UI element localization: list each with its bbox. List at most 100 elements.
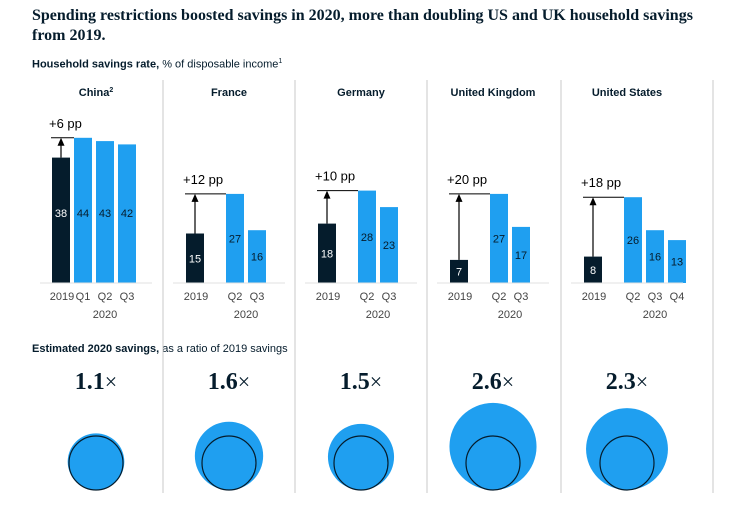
x-tick-label: Q3 [648,291,663,303]
year-group-label: 2020 [498,309,522,321]
country-footnote: 2 [109,87,113,94]
change-arrowhead [589,197,597,206]
bar-value-label: 26 [627,235,639,247]
bar-2020 [380,207,398,283]
ratio-suffix: × [105,369,117,394]
bar-value-label: 15 [189,253,201,265]
x-tick-label: Q3 [382,291,397,303]
ratio-value: 1.5× [340,369,382,395]
bar-value-label: 44 [77,208,89,220]
bar-value-label: 43 [99,208,111,220]
ratio-circle-2020 [586,408,668,490]
bar-2020 [226,193,244,283]
ratio-value: 1.6× [208,369,250,395]
bar-value-label: 23 [383,240,395,252]
change-label: +20 pp [447,172,487,187]
bar-value-label: 16 [251,252,263,264]
bar-value-label: 8 [590,265,596,277]
ratio-circle-2019 [68,435,124,491]
bar-2019 [318,223,336,283]
bar-2020 [358,190,376,283]
bar-value-label: 16 [649,252,661,264]
savings-rate-subtitle-rest: % of disposable income [159,58,279,71]
change-arrowhead [191,193,199,202]
year-group-label: 2020 [93,309,117,321]
bar-2020 [512,226,530,283]
x-tick-label: Q3 [250,291,265,303]
ratio-circle-2019 [599,435,655,491]
country-title: China2 [79,87,114,99]
ratio-subtitle-bold: Estimated 2020 savings, [32,343,160,355]
ratio-subtitle-rest: as a ratio of 2019 savings [159,343,288,355]
change-label: +18 pp [581,175,621,190]
ratio-circle-2020 [67,433,125,490]
ratio-circle-2019 [201,435,257,491]
ratio-circle-2020 [449,402,537,490]
country-title: United Kingdom [451,87,536,99]
x-tick-label: Q2 [98,291,113,303]
bar-value-label: 7 [456,266,462,278]
bar-value-label: 38 [55,208,67,220]
country-title: Germany [337,87,386,99]
x-tick-label: Q3 [120,291,135,303]
x-tick-label: 2019 [582,291,606,303]
x-tick-label: Q1 [76,291,91,303]
bar-value-label: 42 [121,208,133,220]
x-tick-label: Q4 [670,291,685,303]
bar-2020 [624,197,642,283]
ratio-suffix: × [370,369,382,394]
bar-2020 [118,144,136,283]
savings-rate-subtitle-bold: Household savings rate, [32,58,160,71]
country-title: United States [592,87,662,99]
ratio-circle-2019 [333,435,389,491]
bar-2019 [584,256,602,283]
x-tick-label: 2019 [184,291,208,303]
change-label: +6 pp [49,116,82,131]
x-tick-label: 2019 [448,291,472,303]
ratio-circle-2020 [194,421,264,491]
change-arrowhead [455,193,463,202]
bar-2019 [450,259,468,283]
x-tick-label: Q2 [626,291,641,303]
savings-rate-footnote: 1 [278,58,283,65]
change-arrowhead [57,137,65,146]
bar-2020 [646,230,664,283]
bar-2020 [668,240,686,283]
ratio-suffix: × [636,369,648,394]
ratio-circle-2020 [327,423,395,490]
bar-2019 [52,157,70,283]
country-title: France [211,87,247,99]
bar-value-label: 13 [671,257,683,269]
bar-value-label: 18 [321,248,333,260]
x-tick-label: Q3 [514,291,529,303]
headline: Spending restrictions boosted savings in… [32,7,693,44]
ratio-circle-2019 [465,435,521,491]
savings-rate-subtitle: Household savings rate, % of disposable … [32,58,282,71]
x-tick-label: 2019 [316,291,340,303]
year-group-label: 2020 [234,309,258,321]
x-tick-label: Q2 [360,291,375,303]
change-label: +10 pp [315,169,355,184]
year-group-label: 2020 [643,309,667,321]
bar-2020 [490,193,508,283]
x-tick-label: Q2 [492,291,507,303]
bar-value-label: 28 [361,232,373,244]
ratio-value: 2.3× [606,369,648,395]
year-group-label: 2020 [366,309,390,321]
bar-value-label: 27 [493,233,505,245]
bar-value-label: 27 [229,233,241,245]
bar-2020 [96,141,114,283]
x-tick-label: Q2 [228,291,243,303]
ratio-subtitle: Estimated 2020 savings, as a ratio of 20… [32,343,288,355]
bar-2020 [248,230,266,283]
bar-2020 [74,137,92,283]
x-tick-label: 2019 [50,291,74,303]
change-label: +12 pp [183,172,223,187]
ratio-suffix: × [238,369,250,394]
change-arrowhead [323,190,331,199]
ratio-value: 1.1× [75,369,117,395]
bar-value-label: 17 [515,250,527,262]
ratio-value: 2.6× [472,369,514,395]
ratio-suffix: × [502,369,514,394]
